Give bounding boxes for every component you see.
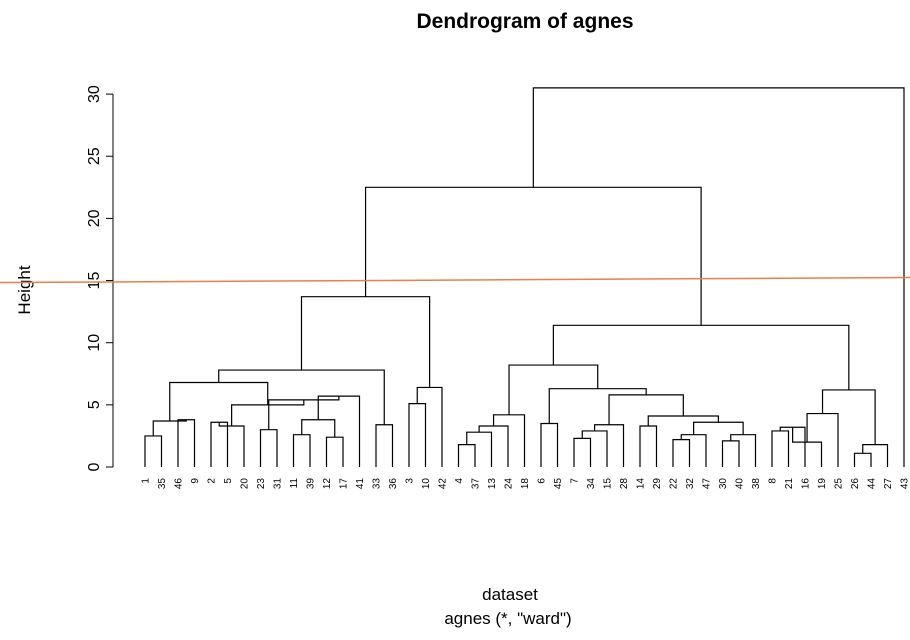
dendrogram-merge: [259, 429, 278, 467]
dendrogram-merge: [152, 419, 187, 436]
leaf-label: 27: [883, 478, 894, 490]
leaf-label: 40: [735, 478, 746, 490]
leaf-label: 44: [867, 478, 878, 490]
dendrogram-merge: [721, 440, 740, 467]
leaf-label: 28: [619, 478, 630, 490]
dendrogram-merge: [581, 430, 608, 467]
dendrogram-merge: [693, 421, 744, 435]
leaf-label: 32: [685, 478, 696, 490]
dendrogram-merge: [639, 425, 658, 467]
dendrogram-merge: [647, 415, 719, 426]
leaf-label: 39: [306, 478, 317, 490]
leaf-label: 18: [520, 478, 531, 490]
dendrogram-branches: [144, 87, 905, 467]
leaf-label: 15: [603, 478, 614, 490]
leaf-label: 29: [652, 478, 663, 490]
dendrogram-merge: [317, 395, 361, 467]
leaf-label: 17: [339, 478, 350, 490]
y-tick-label: 10: [86, 334, 103, 352]
leaf-label: 38: [751, 478, 762, 490]
leaf-label: 1: [141, 478, 152, 484]
leaf-label: 21: [784, 478, 795, 490]
leaf-label: 4: [454, 478, 465, 484]
y-axis-label: Height: [15, 265, 34, 314]
leaf-label: 37: [471, 478, 482, 490]
leaf-label: 5: [223, 478, 234, 484]
dendrogram-merge: [292, 434, 311, 467]
dendrogram-merge: [573, 437, 592, 467]
leaf-label: 10: [421, 478, 432, 490]
dendrogram-merge: [457, 444, 476, 467]
leaf-label: 6: [537, 478, 548, 484]
leaf-label: 34: [586, 478, 597, 490]
y-tick-label: 0: [86, 462, 103, 471]
y-tick-label: 30: [86, 85, 103, 103]
leaf-label: 41: [355, 478, 366, 490]
dendrogram-merge: [408, 403, 427, 467]
leaf-label: 14: [636, 478, 647, 490]
x-axis-label: dataset: [482, 585, 538, 604]
y-tick-label: 15: [86, 272, 103, 290]
leaf-label: 12: [322, 478, 333, 490]
chart-title: Dendrogram of agnes: [416, 10, 633, 33]
leaf-label: 9: [190, 478, 201, 484]
leaf-label: 23: [256, 478, 267, 490]
leaf-label: 8: [768, 478, 779, 484]
x-axis-sublabel: agnes (*, "ward"): [444, 609, 571, 628]
dendrogram-merge: [169, 381, 269, 422]
dendrogram-merge: [466, 431, 493, 467]
leaf-label: 2: [207, 478, 218, 484]
leaf-label: 43: [900, 478, 910, 490]
dendrogram-merge: [218, 422, 245, 467]
dendrogram-merge: [375, 424, 394, 467]
dendrogram-merge: [177, 419, 196, 467]
dendrogram-merge: [416, 386, 443, 467]
dendrogram-merge: [548, 388, 647, 424]
dendrogram-merge: [608, 394, 684, 425]
y-axis: 0 5 10 15 20 25 30: [86, 85, 114, 471]
dendrogram-merge: [210, 421, 229, 467]
y-tick-label: 5: [86, 400, 103, 409]
dendrogram-merge: [508, 364, 599, 415]
leaf-label: 36: [388, 478, 399, 490]
leaf-label: 33: [372, 478, 383, 490]
y-tick-label: 25: [86, 147, 103, 165]
leaf-label: 24: [504, 478, 515, 490]
leaf-label: 3: [405, 478, 416, 484]
dendrogram-merge: [771, 430, 790, 467]
dendrogram-merge: [144, 435, 163, 467]
leaf-label: 19: [817, 478, 828, 490]
dendrogram-merge: [853, 452, 872, 467]
leaf-label: 20: [240, 478, 251, 490]
dendrogram-merge: [821, 389, 876, 445]
dendrogram-merge: [364, 186, 702, 326]
leaf-label: 31: [273, 478, 284, 490]
leaf-label: 47: [702, 478, 713, 490]
dendrogram-merge: [862, 444, 889, 467]
leaf-label: 25: [834, 478, 845, 490]
leaf-label: 30: [718, 478, 729, 490]
dendrogram-merge: [300, 296, 431, 388]
y-tick-label: 20: [86, 209, 103, 227]
cut-line-group: [0, 276, 910, 284]
leaf-label: 42: [438, 478, 449, 490]
dendrogram-merge: [492, 414, 526, 467]
leaf-label: 7: [570, 478, 581, 484]
leaf-label: 16: [801, 478, 812, 490]
leaf-label: 35: [157, 478, 168, 490]
dendrogram-merge: [730, 434, 757, 467]
leaf-labels: 1 35 46 9 2 5 20 23 31 11 39 12 17 41 33 36 3 10 42 4 37 13 24…: [141, 478, 910, 490]
leaf-label: 13: [487, 478, 498, 490]
dendrogram-merge: [325, 436, 344, 467]
leaf-label: 45: [553, 478, 564, 490]
leaf-label: 26: [850, 478, 861, 490]
dendrogram-merge: [806, 412, 839, 467]
leaf-label: 11: [289, 478, 300, 489]
leaf-label: 46: [174, 478, 185, 490]
leaf-label: 22: [669, 478, 680, 490]
dendrogram-merge: [540, 422, 559, 467]
dendrogram-merge: [672, 439, 691, 467]
cut-line: [0, 276, 910, 284]
